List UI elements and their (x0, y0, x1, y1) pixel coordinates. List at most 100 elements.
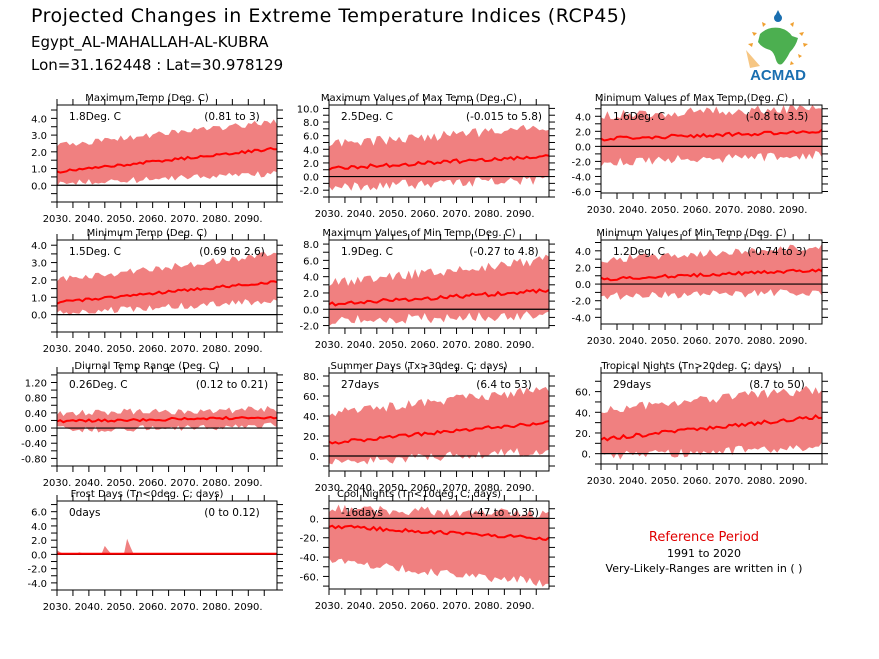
reference-period-title: Reference Period (648, 530, 760, 545)
range-band (57, 252, 277, 316)
x-tick-label: 2050. (651, 476, 680, 487)
median-line (329, 420, 549, 445)
x-tick-label: 2050. (378, 601, 407, 612)
y-tick-label: 2.0 (31, 276, 47, 287)
y-tick-label: 2.0 (303, 159, 319, 170)
likely-range-label: (6.4 to 53) (476, 379, 531, 391)
plot-frame (56, 104, 278, 203)
chart-tnn: 2030. 2040. 2050. 2060. 2070. 2080. 2090. -4.0 -… (571, 228, 828, 347)
chart-title: Tropical Nights (Tn>20deg. C; days) (600, 361, 781, 372)
y-tick-label: 40. (303, 412, 319, 423)
x-tick-label: 2090. (506, 209, 535, 220)
range-band (57, 119, 277, 187)
y-tick-label: -4.0 (27, 579, 47, 590)
y-tick-label: 2.0 (31, 536, 47, 547)
x-tick-label: 2060. (138, 478, 167, 489)
y-tick-label: -2.0 (571, 297, 591, 308)
y-tick-label: 4.0 (31, 114, 47, 125)
range-band (329, 387, 549, 465)
range-band (601, 385, 822, 460)
y-tick-label: 2.0 (575, 263, 591, 274)
x-tick-label: 2050. (106, 602, 135, 613)
logo-text: ACMAD (750, 67, 806, 82)
y-tick-label: -4.0 (571, 313, 591, 324)
range-band (601, 243, 822, 300)
x-tick-label: 2040. (619, 476, 648, 487)
mean-change-label: 0.26Deg. C (69, 379, 128, 391)
logo-sun-rays-icon (748, 22, 808, 65)
x-tick-label: 2040. (347, 483, 376, 494)
x-tick-label: 2090. (234, 214, 263, 225)
y-tick-label: 1.0 (31, 293, 47, 304)
median-line (601, 128, 822, 142)
y-tick-label: -40. (299, 553, 319, 564)
likely-range-label: (-0.74 to 3) (747, 246, 806, 258)
median-line (329, 288, 549, 307)
chart-title: Diurnal Temp Range (Deg. C) (74, 361, 219, 372)
mean-change-label: -16days (341, 507, 383, 519)
y-tick-label: 6.0 (303, 132, 319, 143)
mean-change-label: 29days (613, 379, 651, 391)
x-tick-label: 2080. (474, 483, 503, 494)
y-tick-label: -2.0 (571, 157, 591, 168)
y-tick-label: 0. (309, 514, 319, 525)
y-tick-label: 1.20 (25, 378, 47, 389)
x-tick-label: 2030. (43, 344, 72, 355)
reference-period-years: 1991 to 2020 (666, 547, 742, 560)
likely-range-label: (8.7 to 50) (749, 379, 804, 391)
x-tick-label: 2050. (378, 340, 407, 351)
y-tick-label: 0.80 (25, 394, 47, 405)
chart-tnx: 2030. 2040. 2050. 2060. 2070. 2080. 2090. -2.0 0… (299, 228, 555, 351)
mean-change-label: 0days (69, 507, 100, 519)
x-tick-label: 2050. (106, 478, 135, 489)
reference-period-note: Very-Likely-Ranges are written in ( ) (605, 562, 803, 575)
likely-range-label: (0.81 to 3) (204, 111, 259, 123)
chart-su30: 2030. 2040. 2050. 2060. 2070. 2080. 2090. 0. 20.… (303, 361, 555, 494)
x-tick-label: 2080. (202, 214, 231, 225)
y-tick-label: 2.0 (31, 148, 47, 159)
station-coordinates: Lon=31.162448 : Lat=30.978129 (31, 56, 284, 74)
y-tick-label: 3.0 (31, 259, 47, 270)
median-line (601, 268, 822, 282)
likely-range-label: (0 to 0.12) (204, 507, 259, 519)
x-tick-label: 2090. (779, 205, 808, 216)
x-tick-label: 2080. (747, 476, 776, 487)
chart-title: Summer Days (Tx>30deg. C; days) (330, 361, 507, 372)
plot-frame (328, 372, 550, 472)
x-tick-label: 2040. (347, 340, 376, 351)
plot-frame (56, 372, 278, 467)
x-tick-label: 2070. (715, 336, 744, 347)
median-line (601, 414, 822, 442)
y-tick-label: 8.0 (303, 240, 319, 251)
median-line (57, 280, 277, 305)
y-tick-label: -6.0 (571, 187, 591, 198)
y-tick-label: 20. (303, 432, 319, 443)
y-tick-label: 0.0 (31, 181, 47, 192)
x-tick-label: 2080. (747, 205, 776, 216)
plot-frame (328, 239, 550, 329)
plot-frame (56, 239, 278, 333)
logo-drop-tip (774, 10, 782, 18)
logo-africa-icon (758, 27, 798, 65)
acmad-logo: ACMAD (746, 10, 808, 82)
x-tick-label: 2050. (106, 214, 135, 225)
mean-change-label: 1.6Deg. C (613, 111, 665, 123)
x-tick-label: 2060. (410, 483, 439, 494)
x-tick-label: 2060. (138, 344, 167, 355)
x-tick-label: 2060. (683, 476, 712, 487)
y-tick-label: 4.0 (31, 522, 47, 533)
plot-frame (328, 104, 550, 198)
y-tick-label: 4.0 (31, 241, 47, 252)
chart-tn10: 2030. 2040. 2050. 2060. 2070. 2080. 2090. -60. -… (299, 489, 555, 612)
x-tick-label: 2050. (378, 483, 407, 494)
y-tick-label: 4.0 (575, 112, 591, 123)
y-tick-label: 3.0 (31, 131, 47, 142)
chart-title: Minimum Temp (Deg. C) (87, 228, 208, 239)
y-tick-label: 60. (575, 388, 591, 399)
chart-title: Frost Days (Tn<0deg. C; days) (71, 489, 224, 500)
y-tick-label: 60. (303, 392, 319, 403)
y-tick-label: 0.00 (25, 424, 47, 435)
x-tick-label: 2080. (202, 344, 231, 355)
x-tick-label: 2070. (170, 478, 199, 489)
x-tick-label: 2030. (315, 483, 344, 494)
